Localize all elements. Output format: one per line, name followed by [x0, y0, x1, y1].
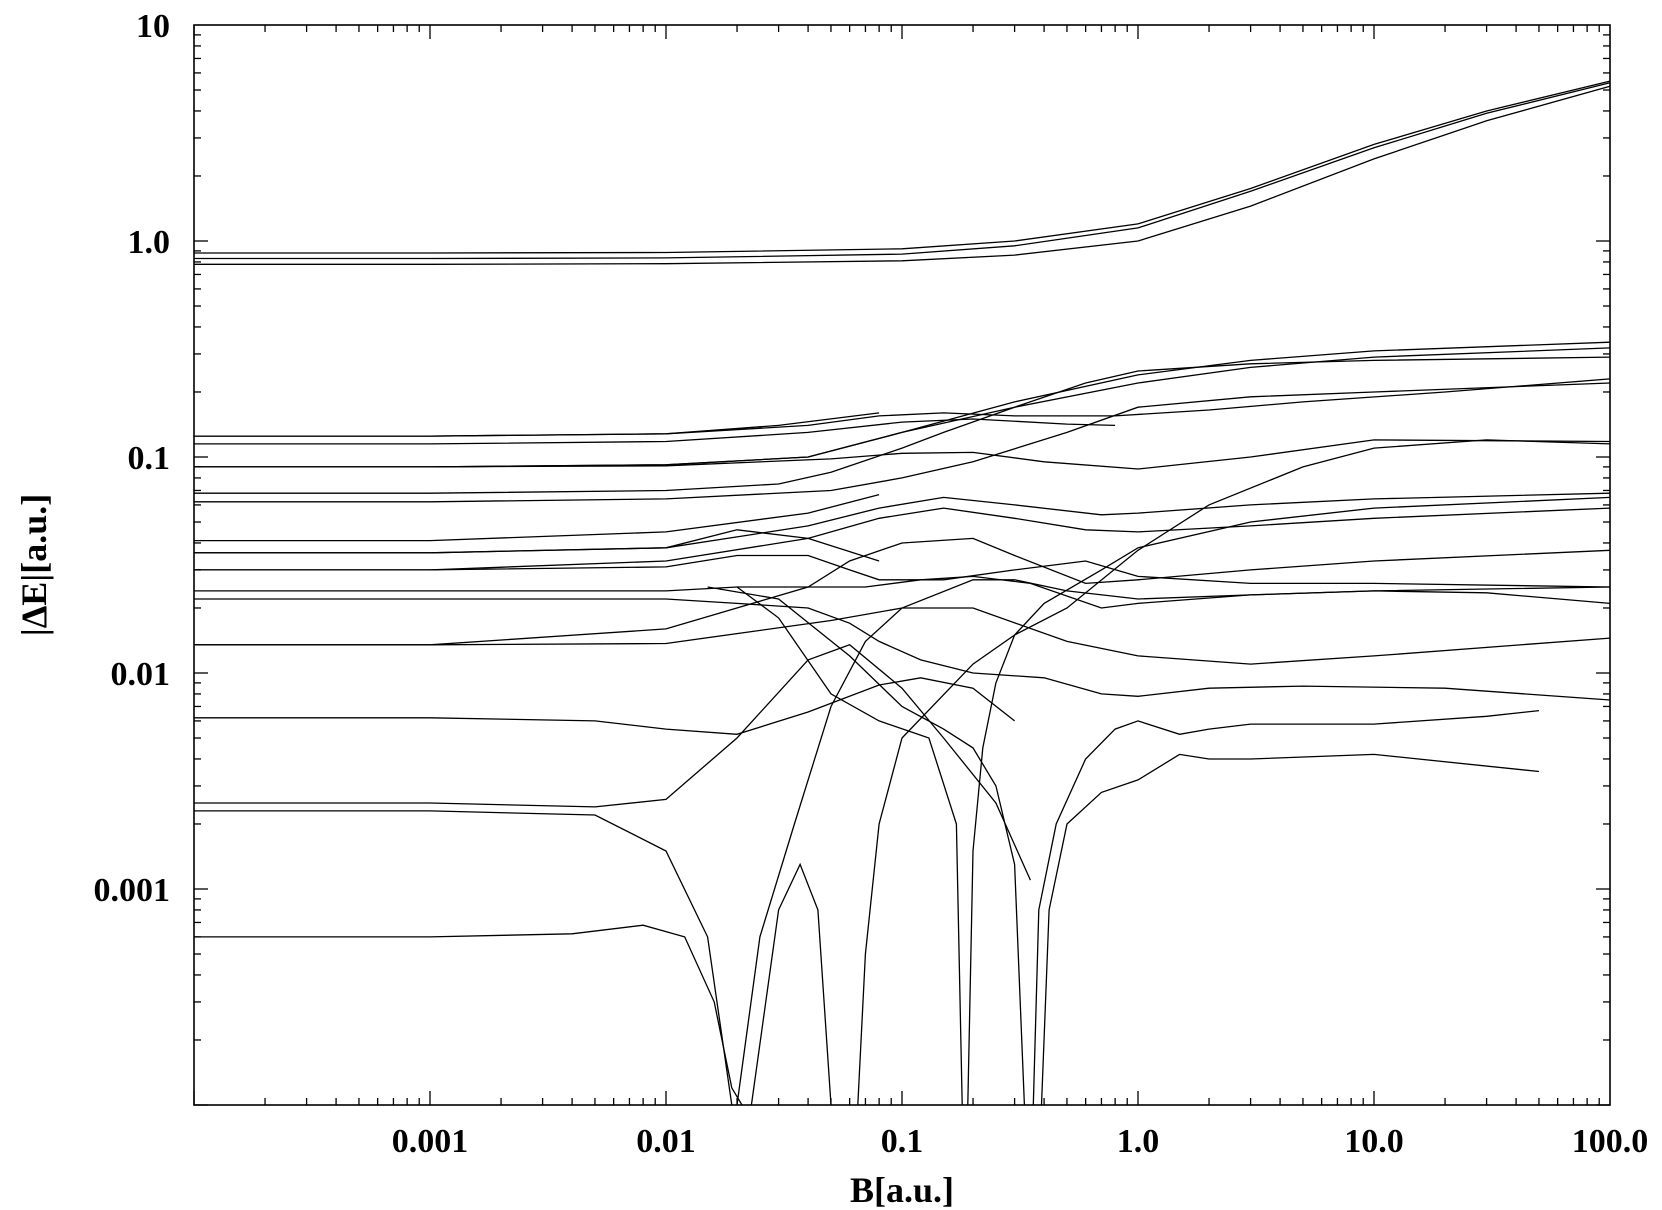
series-line-30: [736, 586, 963, 1106]
series-line-23: [194, 810, 733, 1106]
x-tick-label: 10.0: [1344, 1123, 1404, 1160]
series-line-16: [194, 554, 1611, 588]
series-line-4: [194, 412, 880, 437]
series-line-3: [194, 85, 1611, 265]
series-line-26: [736, 579, 1611, 1106]
series-line-21: [194, 677, 1016, 735]
x-axis-title: B[a.u.]: [850, 1170, 954, 1210]
series-line-25: [750, 862, 832, 1106]
series-line-20: [194, 607, 1611, 665]
x-tick-label: 0.001: [392, 1123, 469, 1160]
series-layer: [194, 80, 1611, 1106]
x-tick-label: 0.1: [881, 1123, 924, 1160]
x-tick-label: 1.0: [1117, 1123, 1160, 1160]
series-line-14: [194, 507, 1611, 571]
series-line-18: [194, 537, 1611, 646]
series-line-28: [707, 586, 1026, 1106]
x-tick-label: 0.01: [636, 1123, 696, 1160]
x-tick-label: 100.0: [1572, 1123, 1649, 1160]
series-line-31: [1032, 709, 1540, 1106]
series-line-11: [194, 439, 1611, 470]
y-tick-label: 0.01: [111, 656, 171, 693]
plot-frame: [193, 24, 1611, 1106]
ticks-layer: 0.001 0.01 0.1 1.0 10.0 100.0 0.001 0.01 0.1 1.0 1…: [94, 8, 1649, 1160]
series-line-29: [967, 496, 1611, 1106]
y-axis-title: |ΔE|[a.u.]: [14, 494, 54, 636]
series-line-9: [194, 356, 1611, 494]
series-line-5: [194, 418, 1116, 445]
series-line-1: [194, 80, 1611, 254]
series-line-17: [194, 575, 1611, 609]
series-line-32: [1040, 753, 1540, 1106]
series-line-27: [857, 439, 1611, 1106]
series-line-8: [194, 347, 1611, 468]
series-line-6: [194, 378, 1611, 437]
series-line-24: [194, 924, 743, 1106]
y-tick-label: 10: [136, 8, 170, 45]
series-line-19: [194, 598, 1611, 701]
series-line-10: [194, 382, 1611, 503]
series-line-12: [194, 493, 880, 542]
series-line-2: [194, 82, 1611, 260]
y-tick-label: 1.0: [128, 224, 171, 261]
y-tick-label: 0.001: [94, 872, 171, 909]
series-line-15: [194, 529, 880, 562]
y-tick-label: 0.1: [128, 440, 171, 477]
